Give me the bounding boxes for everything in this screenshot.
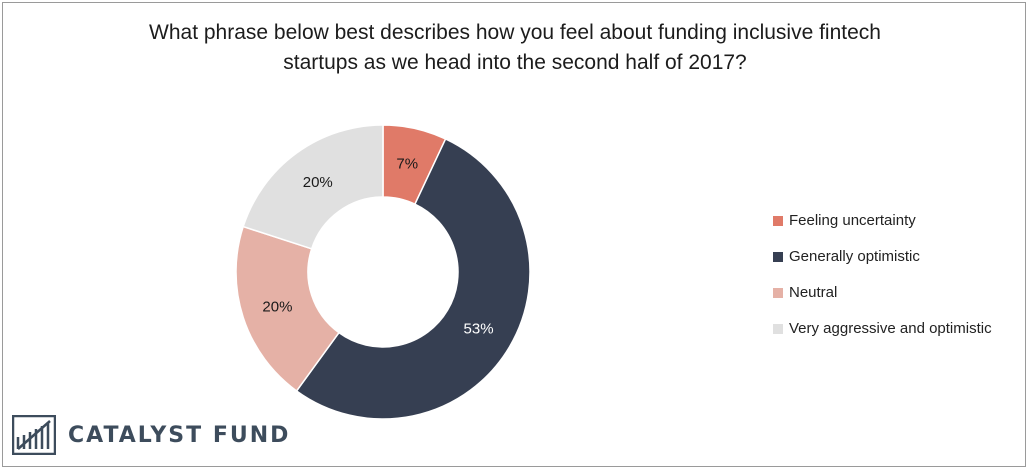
legend: Feeling uncertainty Generally optimistic… xyxy=(773,212,992,356)
slice-generally-optimistic xyxy=(295,137,531,420)
slice-label-very-aggressive-and-optimistic: 20% xyxy=(303,174,333,191)
slice-label-generally-optimistic: 53% xyxy=(464,321,494,338)
legend-item-neutral: Neutral xyxy=(773,284,992,302)
legend-swatch xyxy=(773,324,783,334)
slice-label-neutral: 20% xyxy=(262,298,292,315)
legend-label: Generally optimistic xyxy=(789,248,920,265)
legend-swatch xyxy=(773,216,783,226)
logo-text: CATALYST FUND xyxy=(68,422,291,448)
catalyst-fund-logo: CATALYST FUND xyxy=(12,415,290,455)
chart-title-line-1: What phrase below best describes how you… xyxy=(149,21,881,44)
legend-item-feeling-uncertainty: Feeling uncertainty xyxy=(773,212,992,230)
catalyst-fund-logo-icon xyxy=(12,415,56,455)
legend-label: Feeling uncertainty xyxy=(789,212,916,229)
legend-label: Very aggressive and optimistic xyxy=(789,320,992,337)
legend-label: Neutral xyxy=(789,284,838,301)
slice-label-feeling-uncertainty: 7% xyxy=(396,156,418,173)
legend-item-very-aggressive: Very aggressive and optimistic xyxy=(773,320,992,338)
legend-swatch xyxy=(773,252,783,262)
slice-neutral xyxy=(235,225,340,392)
slice-very-aggressive-and-optimistic xyxy=(242,124,384,250)
legend-swatch xyxy=(773,288,783,298)
chart-title-line-2: startups as we head into the second half… xyxy=(283,51,747,74)
legend-item-generally-optimistic: Generally optimistic xyxy=(773,248,992,266)
chart-title: What phrase below best describes how you… xyxy=(40,18,990,78)
